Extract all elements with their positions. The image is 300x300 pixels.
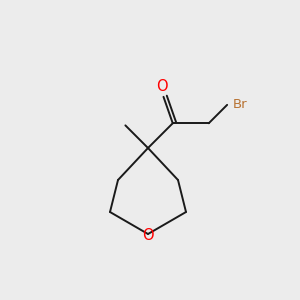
Text: Br: Br bbox=[233, 98, 248, 111]
Text: O: O bbox=[142, 227, 154, 242]
Text: O: O bbox=[156, 79, 167, 94]
